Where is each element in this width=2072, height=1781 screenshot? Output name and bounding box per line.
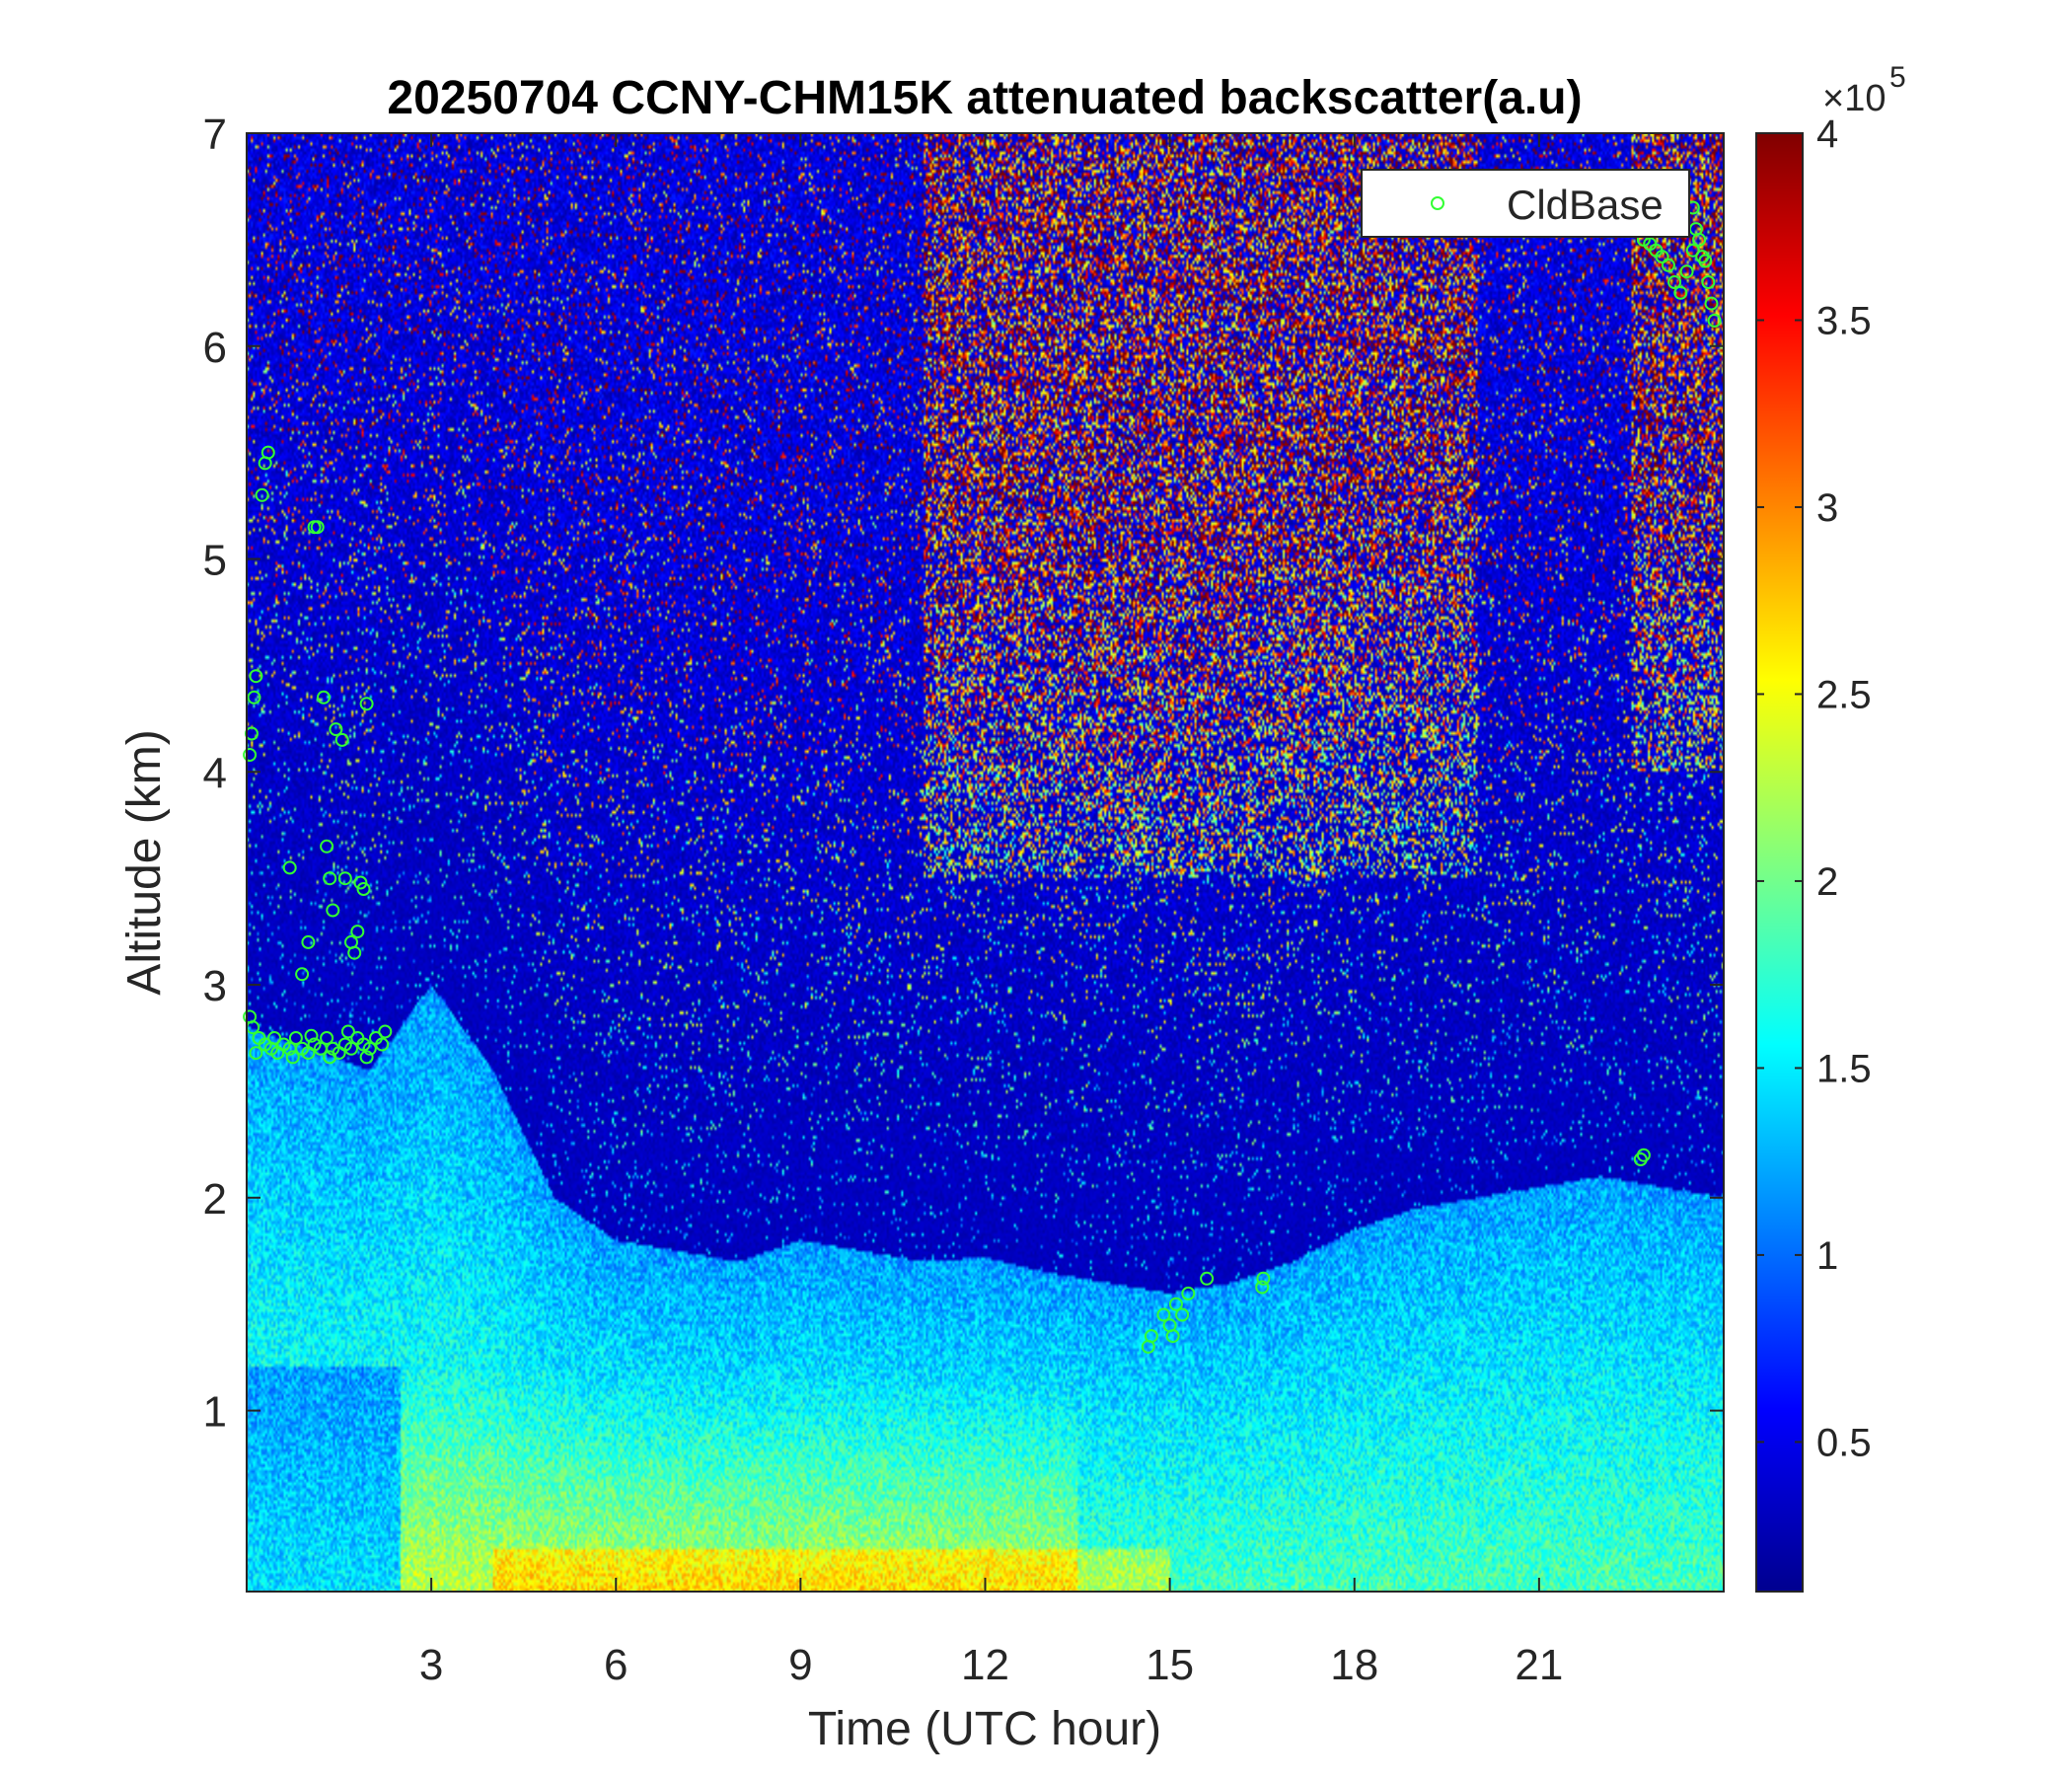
cloud-base-point	[1165, 1329, 1180, 1344]
y-tick-label: 7	[203, 111, 227, 159]
cloud-base-point	[255, 487, 269, 502]
y-tick-label: 6	[203, 324, 227, 372]
y-axis-ticks: 1 2 3 4 5 6 7	[203, 111, 1724, 1437]
cloud-base-point	[243, 748, 258, 762]
cloud-base-point	[337, 871, 352, 886]
cloud-base-point	[304, 1028, 319, 1043]
cloud-base-point	[249, 669, 263, 684]
cloud-base-point	[1707, 313, 1722, 328]
x-tick-label: 15	[1146, 1641, 1194, 1689]
colorbar-tick-label: 2.5	[1816, 673, 1872, 716]
cloud-base-point	[1679, 264, 1694, 279]
plot-area	[247, 133, 1724, 1592]
cloud-base-point	[323, 871, 337, 886]
colorbar-exponent-base: ×10	[1822, 78, 1886, 119]
cloud-base-point	[1156, 1307, 1171, 1322]
cloud-base-point	[1200, 1271, 1215, 1286]
legend[interactable]: CldBase	[1361, 169, 1690, 238]
cloud-base-point	[288, 1031, 303, 1045]
x-tick-label: 3	[419, 1641, 443, 1689]
cloud-base-point	[359, 1050, 374, 1065]
cloud-base-point	[247, 690, 261, 705]
cloud-base-point	[317, 690, 331, 705]
cloud-base-point	[1673, 285, 1688, 300]
cloud-base-point	[329, 722, 343, 737]
y-tick-label: 4	[203, 749, 227, 797]
x-axis-ticks: 3 6 9 12 15 18 21	[419, 133, 1563, 1689]
colorbar-tick-label: 1.5	[1816, 1047, 1872, 1090]
cloud-base-point	[249, 1046, 263, 1061]
cloud-base-point	[1661, 258, 1675, 272]
chart-title: 20250704 CCNY-CHM15K attenuated backscat…	[387, 72, 1582, 124]
cloud-base-point	[295, 967, 310, 982]
cloud-base-point	[267, 1031, 282, 1045]
cloud-base-markers	[243, 200, 1722, 1354]
cloud-base-point	[326, 903, 340, 918]
x-tick-label: 6	[604, 1641, 628, 1689]
cloud-base-point	[1255, 1280, 1270, 1295]
colorbar: 0.5 1 1.5 2 2.5 3 3.5 4 ×10 5	[1755, 61, 1906, 1593]
cloud-base-point	[1695, 250, 1710, 264]
cloud-base-point	[310, 520, 325, 535]
cloud-base-point	[1181, 1286, 1196, 1300]
cloud-base-point	[1667, 275, 1682, 289]
x-axis-label: Time (UTC hour)	[808, 1703, 1161, 1755]
colorbar-tick-label: 0.5	[1816, 1421, 1872, 1464]
cloud-base-point	[285, 1050, 300, 1065]
cloud-base-point	[340, 1024, 355, 1039]
cloud-base-point	[1685, 243, 1700, 258]
legend-marker-icon	[1431, 196, 1444, 210]
colorbar-tick-label: 4	[1816, 112, 1838, 156]
y-tick-label: 1	[203, 1388, 227, 1437]
x-tick-label: 18	[1330, 1641, 1378, 1689]
x-tick-label: 9	[788, 1641, 812, 1689]
backscatter-heatmap	[247, 133, 1724, 1592]
x-tick-label: 21	[1515, 1641, 1563, 1689]
cloud-base-point	[1168, 1297, 1183, 1311]
cloud-base-point	[1704, 296, 1719, 311]
colorbar-tick-label: 1	[1816, 1234, 1838, 1278]
cloud-base-point	[320, 1031, 334, 1045]
cloud-base-point	[359, 697, 374, 711]
colorbar-tick-label: 3.5	[1816, 299, 1872, 342]
colorbar-exponent-power: 5	[1889, 61, 1906, 94]
cloud-base-point	[323, 1050, 337, 1065]
cloud-base-point	[1692, 232, 1707, 247]
colorbar-ticks: 0.5 1 1.5 2 2.5 3 3.5 4	[1756, 112, 1872, 1464]
y-tick-label: 5	[203, 537, 227, 585]
cloud-base-point	[356, 882, 371, 896]
legend-label: CldBase	[1507, 182, 1664, 228]
cloud-base-point	[362, 1041, 377, 1056]
cloud-base-point	[301, 934, 316, 949]
colorbar-tick-label: 3	[1816, 486, 1838, 530]
cloud-base-point	[282, 860, 297, 875]
cloud-base-point	[344, 1041, 358, 1056]
cloud-base-point	[347, 945, 362, 960]
cloud-base-point	[378, 1024, 393, 1039]
colorbar-tick-label: 2	[1816, 860, 1838, 904]
cloud-base-point	[260, 445, 275, 460]
y-axis-label: Altitude (km)	[118, 729, 171, 995]
colorbar-gradient	[1755, 132, 1804, 1593]
y-tick-label: 2	[203, 1175, 227, 1224]
y-tick-label: 3	[203, 962, 227, 1010]
cloud-base-point	[1144, 1329, 1158, 1344]
cloud-base-point	[353, 875, 368, 890]
cloud-base-point	[1636, 1148, 1651, 1162]
cloud-base-point	[350, 925, 365, 939]
cloud-base-point	[1175, 1307, 1190, 1322]
cloud-base-point	[375, 1037, 390, 1052]
legend-box	[1361, 169, 1690, 238]
cloud-base-point	[1701, 275, 1716, 289]
cloud-base-point	[320, 839, 334, 853]
cloud-base-point	[334, 732, 349, 747]
x-tick-label: 12	[961, 1641, 1009, 1689]
cloud-base-point	[1256, 1271, 1271, 1286]
